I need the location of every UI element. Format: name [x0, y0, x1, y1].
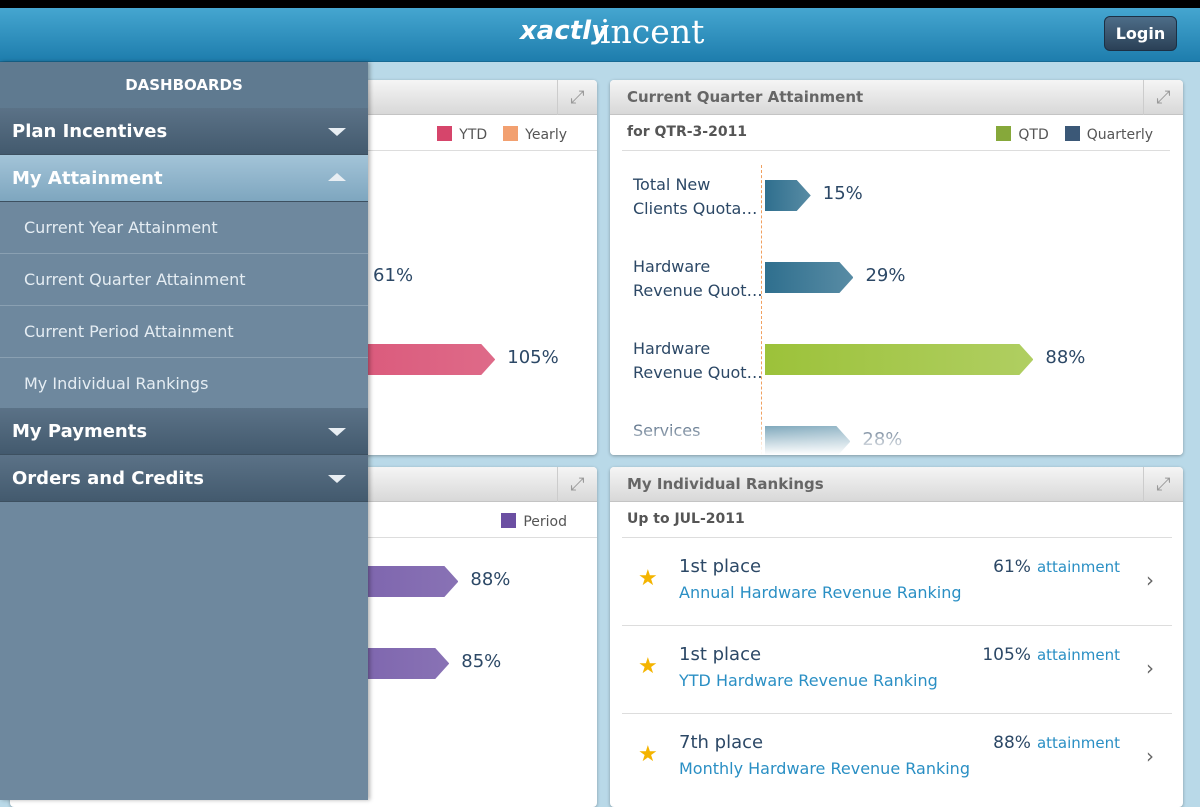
bar-name: Hardware Revenue Quot… [633, 257, 763, 300]
bar-label: 29% [865, 265, 906, 286]
menu-item[interactable]: Current Year Attainment [0, 202, 368, 254]
legend-swatch [1064, 126, 1080, 141]
menu-section[interactable]: My Attainment [0, 155, 368, 202]
bar [765, 262, 853, 293]
axis-line [761, 165, 762, 455]
place: 1st place [679, 644, 762, 665]
legend-label: Period [523, 514, 567, 530]
menu-section[interactable]: Plan Incentives [0, 108, 368, 155]
attainment-suffix: attainment [1036, 734, 1120, 752]
menu-item[interactable]: My Individual Rankings [0, 358, 368, 410]
ranking-name: Monthly Hardware Revenue Ranking [679, 759, 970, 778]
star-icon: ★ [638, 566, 658, 591]
legend-item: Period [501, 513, 567, 530]
attainment-suffix: attainment [1036, 646, 1120, 664]
bar-name: Hardware Revenue Quot… [633, 339, 763, 382]
ranking-row[interactable]: ★ 7th place Monthly Hardware Revenue Ranki… [622, 713, 1172, 801]
logo-brand: xactly [520, 16, 609, 46]
panel-header: My Individual Rankings [610, 467, 1183, 502]
attainment-percent: 61% [993, 557, 1031, 577]
menu-title: DASHBOARDS [0, 62, 368, 108]
ranking-row[interactable]: ★ 1st place Annual Hardware Revenue Rankin… [622, 537, 1172, 625]
legend-label: YTD [459, 127, 488, 143]
legend: YTD Yearly [437, 126, 567, 143]
legend-label: QTD [1018, 127, 1049, 143]
bar-label: 88% [470, 569, 511, 590]
login-button[interactable]: Login [1104, 16, 1177, 51]
bar [765, 344, 1033, 375]
bar-label: 85% [461, 651, 502, 672]
bar-label: 88% [1045, 347, 1086, 368]
legend-swatch [437, 126, 453, 141]
subtitle: Up to JUL-2011 [627, 511, 745, 527]
subtitle: for QTR-3-2011 [627, 124, 748, 140]
menu-arrow [328, 128, 346, 136]
divider [622, 150, 1170, 151]
menu-arrow [328, 173, 346, 181]
legend-item: YTD [437, 126, 488, 143]
legend-swatch [501, 513, 517, 528]
legend: QTD Quarterly [996, 126, 1153, 143]
bar-label: 61% [373, 265, 414, 286]
menu-item[interactable]: Current Period Attainment [0, 306, 368, 358]
place: 1st place [679, 556, 762, 577]
bar [765, 180, 811, 211]
star-icon: ★ [638, 742, 658, 767]
expand-button[interactable]: ⤢ [1143, 467, 1183, 502]
chevron: › [1146, 744, 1154, 768]
logo-product: incent [600, 12, 705, 51]
menu-section[interactable]: My Payments [0, 408, 368, 455]
attainment: 105% attainment [982, 645, 1120, 665]
legend-label: Quarterly [1086, 127, 1153, 143]
bar-label: 15% [822, 183, 863, 204]
fade [610, 415, 1183, 455]
side-menu: DASHBOARDS Plan Incentives My Attainment Cu… [0, 62, 368, 800]
chevron: › [1146, 568, 1154, 592]
ranking-row[interactable]: ★ 1st place YTD Hardware Revenue Ranking 10… [622, 625, 1172, 713]
panel: My Individual Rankings ⤢ Up to JUL-2011 ★ 1s… [610, 467, 1183, 807]
menu-arrow [328, 475, 346, 483]
bar-label: 105% [507, 347, 559, 368]
panel: Current Quarter Attainment ⤢ for QTR-3-201… [610, 80, 1183, 455]
panel-header: Current Quarter Attainment [610, 80, 1183, 115]
legend-label: Yearly [525, 127, 567, 143]
legend-swatch [996, 126, 1012, 141]
ranking-name: YTD Hardware Revenue Ranking [679, 671, 938, 690]
attainment: 88% attainment [993, 733, 1120, 753]
menu-arrow [328, 428, 346, 436]
chevron: › [1146, 656, 1154, 680]
expand-button[interactable]: ⤢ [557, 80, 597, 115]
expand-button[interactable]: ⤢ [557, 467, 597, 502]
attainment: 61% attainment [993, 557, 1120, 577]
bar-name: Total New Clients Quota… [633, 175, 758, 218]
legend-swatch [503, 126, 519, 141]
legend-item: Yearly [503, 126, 567, 143]
legend-item: Quarterly [1064, 126, 1153, 143]
menu-item[interactable]: Current Quarter Attainment [0, 254, 368, 306]
menu-section[interactable]: Orders and Credits [0, 455, 368, 502]
status-bar [0, 0, 1200, 8]
place: 7th place [679, 732, 764, 753]
ranking-name: Annual Hardware Revenue Ranking [679, 583, 962, 602]
attainment-suffix: attainment [1036, 558, 1120, 576]
legend: Period [501, 513, 567, 530]
app-header: xactly incent Login [0, 8, 1200, 62]
star-icon: ★ [638, 654, 658, 679]
attainment-percent: 105% [982, 645, 1031, 665]
legend-item: QTD [996, 126, 1049, 143]
attainment-percent: 88% [993, 733, 1031, 753]
expand-button[interactable]: ⤢ [1143, 80, 1183, 115]
